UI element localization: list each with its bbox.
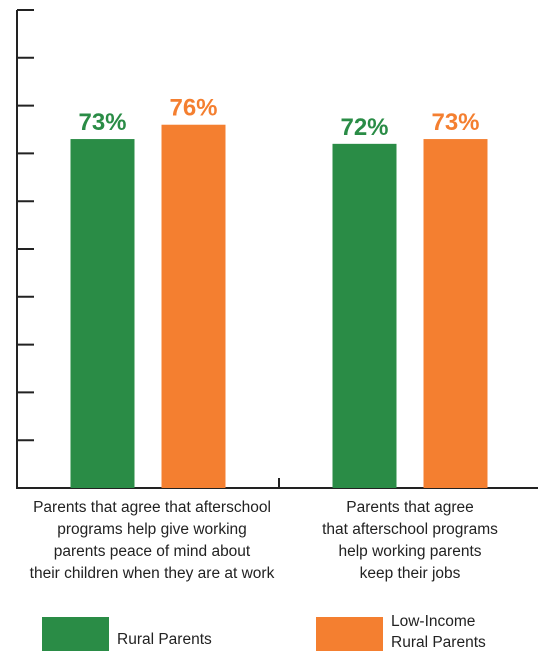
legend-swatch-rural-parents bbox=[42, 617, 109, 651]
data-label: 73% bbox=[431, 109, 479, 136]
data-label: 72% bbox=[340, 114, 388, 141]
category-label-0: Parents that agree that afterschool prog… bbox=[29, 499, 275, 582]
data-label: 73% bbox=[78, 109, 126, 136]
bar bbox=[423, 139, 488, 488]
bar bbox=[70, 139, 135, 488]
bar-chart: 73% 76% 72% 73% bbox=[16, 9, 538, 489]
legend-label-rural-parents: Rural Parents bbox=[117, 631, 212, 648]
legend-swatch-low-income-rural-parents bbox=[316, 617, 383, 651]
data-label: 76% bbox=[169, 95, 217, 122]
category-label-1: Parents that agree that afterschool prog… bbox=[322, 499, 498, 582]
bar bbox=[332, 143, 397, 488]
legend-label-low-income-rural-parents: Low-Income Rural Parents bbox=[391, 613, 486, 651]
bar bbox=[161, 124, 226, 488]
